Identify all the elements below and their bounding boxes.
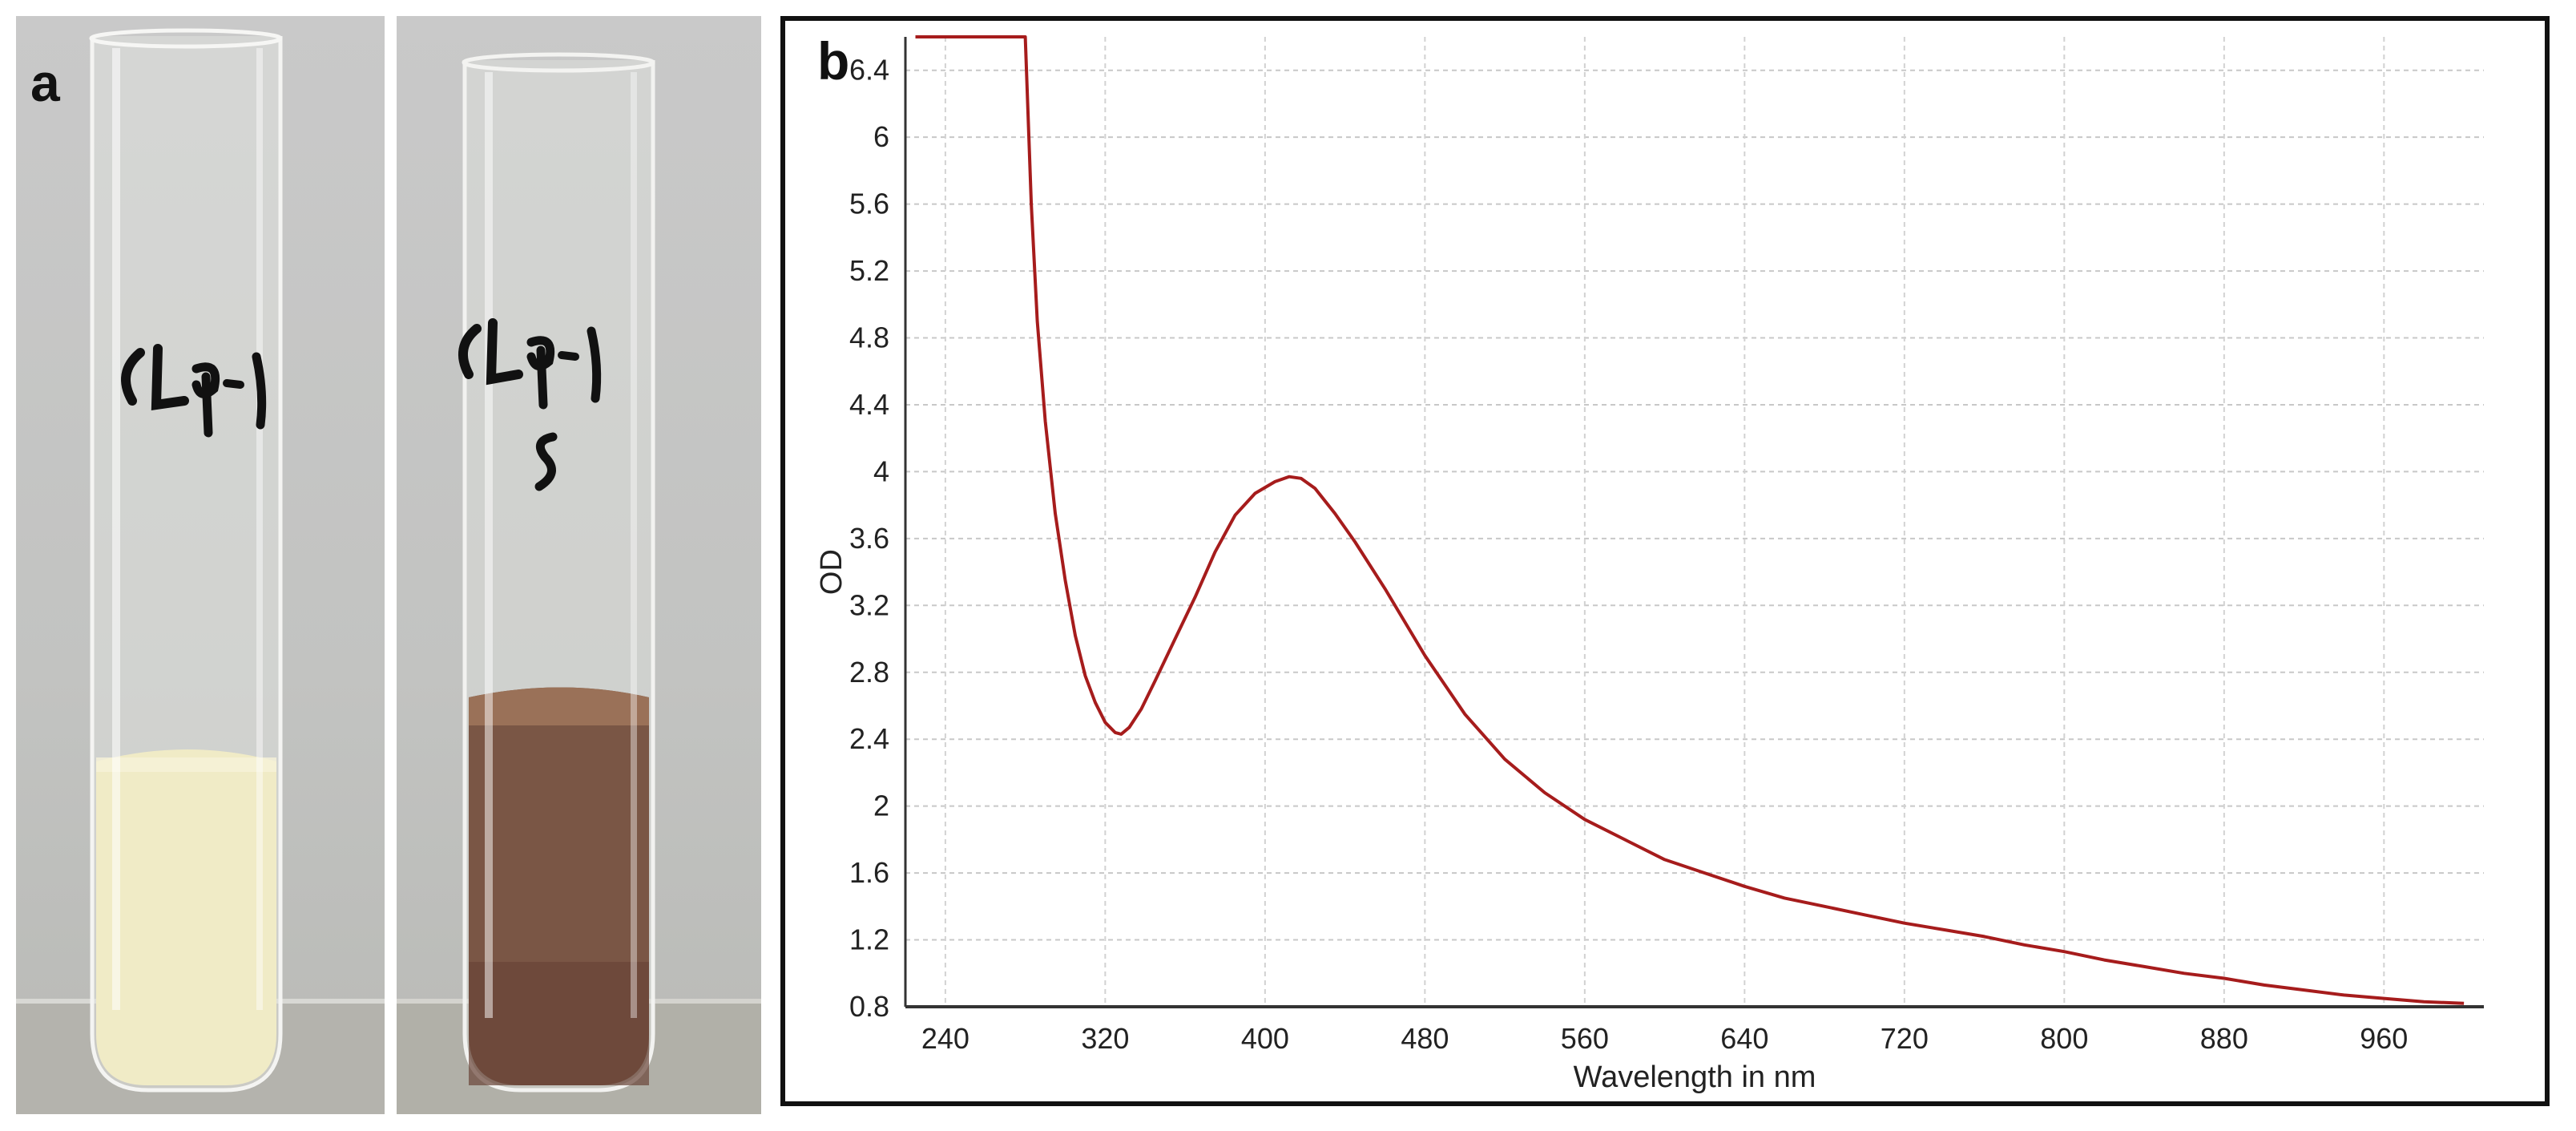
x-tick-label: 720 <box>1881 1022 1929 1055</box>
x-tick-label: 560 <box>1561 1022 1609 1055</box>
x-tick-label: 320 <box>1081 1022 1129 1055</box>
x-tick-label: 800 <box>2040 1022 2088 1055</box>
y-tick-label: 1.6 <box>849 856 889 889</box>
x-axis-title: Wavelength in nm <box>1574 1060 1816 1094</box>
x-tick-label: 400 <box>1241 1022 1289 1055</box>
photo-tube-clp1: a <box>16 16 385 1114</box>
y-tick-label: 1.2 <box>849 923 889 956</box>
y-tick-label: 2.4 <box>849 722 889 755</box>
chart-plot-area: 0.8 1.2 1.6 2 2.4 2.8 3.2 3.6 4 4.4 4.8 5.2 5.6 6 6.4 2… <box>815 35 2484 1094</box>
y-tick-label: 4.4 <box>849 388 889 421</box>
y-tick-label: 2.8 <box>849 656 889 689</box>
x-tick-label: 240 <box>921 1022 970 1055</box>
handwritten-label-clp1-s <box>458 318 602 491</box>
x-tick-label: 960 <box>2360 1022 2408 1055</box>
y-tick-label: 5.2 <box>849 254 889 287</box>
y-tick-label: 4 <box>873 454 889 487</box>
absorbance-series-line <box>915 35 2465 1005</box>
y-tick-label: 6.4 <box>849 54 889 87</box>
y-tick-label: 4.8 <box>849 321 889 354</box>
y-tick-label: 2 <box>873 790 889 822</box>
y-axis-title: OD <box>815 549 849 595</box>
y-tick-label: 0.8 <box>849 990 889 1023</box>
uv-vis-spectrum-chart: b 0.8 1.2 1.6 2 2.4 2.8 3.2 3.6 4 4.4 4.8 5.2 5.6 6 6.… <box>780 16 2550 1106</box>
y-tick-label: 6 <box>873 120 889 153</box>
x-tick-label: 880 <box>2200 1022 2248 1055</box>
y-tick-label: 3.6 <box>849 522 889 555</box>
photo-tube-clp1-s <box>397 16 761 1114</box>
y-tick-label: 3.2 <box>849 588 889 621</box>
handwritten-label-clp1 <box>121 344 267 438</box>
x-tick-label: 640 <box>1720 1022 1768 1055</box>
panel-a-label: a <box>30 53 60 112</box>
x-tick-label: 480 <box>1401 1022 1449 1055</box>
y-tick-label: 5.6 <box>849 188 889 220</box>
panel-b-label: b <box>817 31 850 91</box>
